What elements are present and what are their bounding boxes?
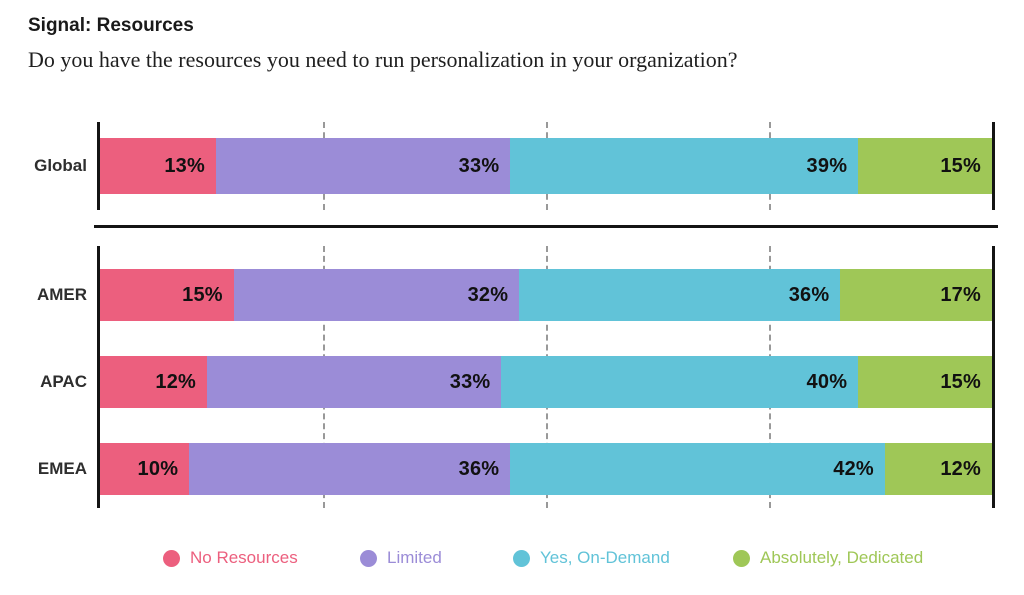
bar-segment: 12% (100, 356, 208, 408)
legend-item-label: Limited (387, 548, 442, 567)
bar-segment: 15% (858, 138, 992, 194)
row-label-emea: EMEA (37, 459, 87, 478)
chart-section-global: Global 13% 33% 39% 15% (34, 122, 995, 210)
legend-item-label: Absolutely, Dedicated (760, 548, 924, 567)
legend-dot-icon (163, 549, 180, 567)
chart-question: Do you have the resources you need to ru… (28, 47, 738, 72)
segment-value-label: 36% (788, 283, 830, 306)
bar-segment: 40% (501, 356, 859, 408)
segment-value-label: 13% (164, 154, 205, 177)
segment-value-label: 17% (940, 283, 981, 306)
bar-segment: 36% (189, 443, 511, 495)
bar-row-emea: EMEA 10% 36% 42% 12% (38, 443, 992, 495)
segment-value-label: 15% (940, 154, 981, 177)
legend-dot-icon (513, 549, 530, 567)
bar-row-global: Global 13% 33% 39% 15% (34, 138, 992, 194)
bar-segment: 15% (100, 269, 234, 321)
segment-value-label: 39% (806, 154, 848, 177)
segment-value-label: 36% (458, 457, 500, 480)
stacked-bar-chart: Global 13% 33% 39% 15% AMER 15% 32% 36% 17% APAC 12… (34, 122, 998, 508)
row-label-amer: AMER (36, 285, 87, 304)
row-label-global: Global (34, 156, 87, 175)
bar-segment: 33% (207, 356, 502, 408)
bar-segment: 36% (519, 269, 841, 321)
legend-item-label: No Resources (190, 548, 298, 567)
segment-value-label: 42% (833, 457, 874, 480)
segment-value-label: 33% (449, 370, 491, 393)
bar-segment: 39% (510, 138, 859, 194)
segment-value-label: 32% (467, 283, 509, 306)
legend-item: Yes, On-Demand (513, 544, 670, 572)
legend-item: No Resources (163, 544, 298, 572)
segment-value-label: 40% (806, 370, 848, 393)
page-title: Signal: Resources (28, 15, 194, 36)
row-label-apac: APAC (40, 372, 87, 391)
bar-segment: 13% (100, 138, 216, 194)
bar-segment: 12% (884, 443, 992, 495)
segment-value-label: 10% (137, 457, 179, 480)
chart-legend: No Resources Limited Yes, On-Demand Absolut… (0, 544, 1024, 572)
legend-item-label: Yes, On-Demand (540, 548, 670, 567)
bar-segment: 17% (840, 269, 992, 321)
bar-segment: 33% (215, 138, 511, 194)
segment-value-label: 12% (940, 457, 981, 480)
legend-dot-icon (360, 549, 377, 567)
bar-row-amer: AMER 15% 32% 36% 17% (37, 269, 992, 321)
segment-value-label: 33% (458, 154, 500, 177)
chart-section-regions: AMER 15% 32% 36% 17% APAC 12% 33% 40% 15% EMEA 10% 3… (37, 246, 995, 508)
bar-segment: 10% (100, 443, 190, 495)
segment-value-label: 15% (940, 370, 981, 393)
legend-item: Limited (360, 544, 442, 572)
bar-row-apac: APAC 12% 33% 40% 15% (40, 356, 992, 408)
bar-segment: 15% (858, 356, 992, 408)
bar-segment: 32% (233, 269, 520, 321)
bar-segment: 42% (510, 443, 885, 495)
segment-value-label: 12% (155, 370, 197, 393)
section-separator-line (94, 225, 998, 228)
legend-item: Absolutely, Dedicated (733, 544, 923, 572)
legend-dot-icon (733, 549, 750, 567)
segment-value-label: 15% (182, 283, 223, 306)
